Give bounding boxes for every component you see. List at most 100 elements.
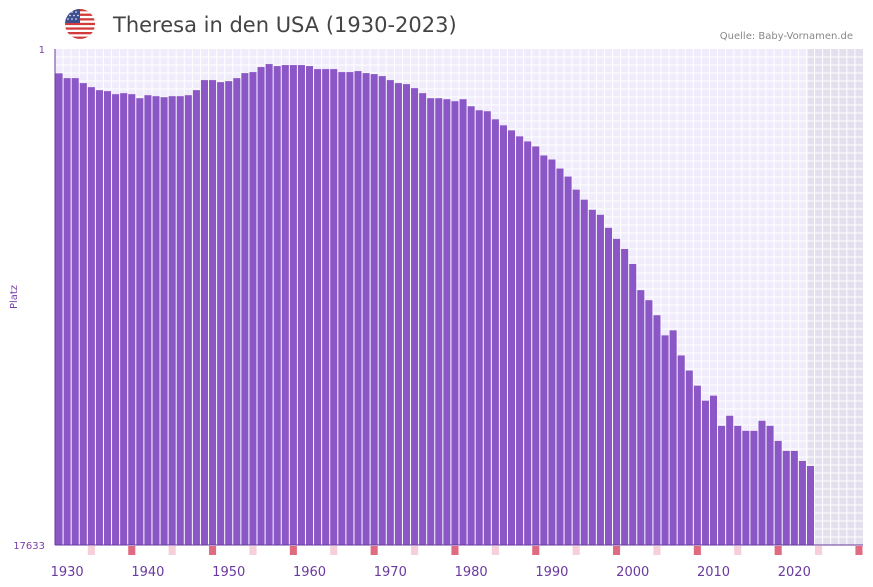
bar-2015 bbox=[750, 430, 758, 545]
grid bbox=[55, 49, 863, 545]
bar-1986 bbox=[516, 136, 524, 545]
bar-1941 bbox=[152, 96, 160, 545]
bar-1995 bbox=[588, 209, 596, 546]
bar-1996 bbox=[596, 214, 604, 545]
bar-2006 bbox=[677, 355, 685, 545]
bar-1974 bbox=[419, 93, 427, 545]
decade-marker-1988 bbox=[532, 546, 540, 555]
bar-2021 bbox=[798, 460, 806, 545]
bar-1938 bbox=[128, 94, 136, 545]
bar-1958 bbox=[289, 65, 297, 545]
half-decade-marker-1953 bbox=[249, 546, 257, 555]
x-tick-label-1930: 1930 bbox=[51, 565, 84, 580]
bar-1936 bbox=[112, 94, 120, 545]
x-tick-label-1960: 1960 bbox=[293, 565, 326, 580]
bar-1985 bbox=[507, 130, 516, 546]
x-tick-label-1950: 1950 bbox=[212, 565, 245, 580]
bar-2009 bbox=[701, 400, 709, 545]
bar-1994 bbox=[580, 199, 588, 545]
bar-1959 bbox=[297, 65, 305, 545]
bar-1933 bbox=[87, 87, 95, 545]
bar-2003 bbox=[653, 315, 661, 545]
bar-1975 bbox=[427, 98, 435, 545]
half-decade-marker-2023 bbox=[815, 546, 823, 555]
bar-1999 bbox=[621, 248, 629, 545]
half-decade-marker-1963 bbox=[330, 546, 338, 555]
bar-1966 bbox=[354, 71, 362, 545]
bar-1934 bbox=[95, 90, 103, 545]
x-tick-label-2010: 2010 bbox=[697, 565, 730, 580]
bar-1987 bbox=[524, 141, 532, 546]
bar-1945 bbox=[184, 95, 192, 546]
x-tick-label-1940: 1940 bbox=[131, 565, 164, 580]
year-markers bbox=[87, 546, 863, 555]
half-decade-marker-1983 bbox=[491, 546, 499, 555]
bar-1942 bbox=[160, 97, 168, 546]
source-link[interactable]: Quelle: Baby-Vornamen.de bbox=[719, 31, 853, 42]
decade-marker-1948 bbox=[209, 546, 217, 555]
decade-marker-1938 bbox=[128, 546, 136, 555]
bar-1937 bbox=[120, 93, 128, 545]
bar-1983 bbox=[491, 119, 499, 545]
bar-1989 bbox=[540, 155, 548, 545]
x-tick-label-2020: 2020 bbox=[778, 565, 811, 580]
y-tick-label-top: 1 bbox=[39, 45, 45, 56]
bar-1929 bbox=[55, 73, 63, 545]
bar-1978 bbox=[451, 101, 459, 546]
half-decade-marker-2003 bbox=[653, 546, 661, 555]
bar-1950 bbox=[225, 81, 233, 545]
bar-1963 bbox=[330, 69, 338, 545]
bar-1943 bbox=[168, 96, 176, 545]
bar-2014 bbox=[742, 430, 750, 545]
bar-2022 bbox=[806, 466, 815, 545]
bar-1976 bbox=[435, 98, 443, 545]
bar-2004 bbox=[661, 335, 669, 545]
bar-1954 bbox=[257, 67, 265, 546]
bar-2017 bbox=[766, 425, 774, 545]
bar-1998 bbox=[613, 238, 621, 546]
bar-1968 bbox=[370, 74, 378, 545]
y-axis-title: Platz bbox=[9, 285, 20, 309]
bar-1944 bbox=[176, 96, 184, 545]
bar-1939 bbox=[136, 98, 144, 545]
bar-2013 bbox=[734, 425, 742, 545]
decade-marker-1968 bbox=[370, 546, 378, 555]
bar-1982 bbox=[483, 111, 491, 545]
x-tick-label-1980: 1980 bbox=[455, 565, 488, 580]
bar-1935 bbox=[103, 91, 112, 546]
half-decade-marker-1993 bbox=[572, 546, 580, 555]
bar-1984 bbox=[499, 125, 507, 545]
bar-1967 bbox=[362, 73, 370, 546]
bar-1946 bbox=[192, 90, 200, 545]
bar-1951 bbox=[233, 78, 241, 546]
bar-1931 bbox=[71, 78, 79, 546]
decade-marker-1998 bbox=[613, 546, 621, 555]
bar-1965 bbox=[346, 72, 354, 546]
bar-2018 bbox=[774, 440, 782, 545]
bar-2005 bbox=[669, 330, 677, 545]
bar-2010 bbox=[709, 395, 718, 545]
bar-1980 bbox=[467, 106, 475, 546]
y-tick-label-bottom: 17633 bbox=[13, 541, 45, 552]
bar-1948 bbox=[209, 80, 217, 546]
bar-1953 bbox=[249, 72, 257, 546]
decade-marker-2018 bbox=[774, 546, 782, 555]
half-decade-marker-1973 bbox=[411, 546, 419, 555]
bar-1992 bbox=[564, 176, 572, 545]
bar-1997 bbox=[604, 227, 613, 546]
bar-1932 bbox=[79, 83, 87, 546]
chart-title: Theresa in den USA (1930-2023) bbox=[113, 13, 457, 37]
bar-1955 bbox=[265, 64, 273, 546]
half-decade-marker-1943 bbox=[168, 546, 176, 555]
bar-2019 bbox=[782, 450, 790, 545]
bar-2000 bbox=[629, 264, 637, 545]
us-flag-icon bbox=[65, 9, 95, 39]
bar-1970 bbox=[386, 80, 394, 546]
bar-1964 bbox=[338, 72, 346, 546]
decade-marker-1958 bbox=[289, 546, 297, 555]
bars bbox=[55, 64, 815, 546]
bar-1969 bbox=[378, 76, 386, 545]
bar-1981 bbox=[475, 110, 483, 545]
bar-2020 bbox=[790, 450, 798, 545]
